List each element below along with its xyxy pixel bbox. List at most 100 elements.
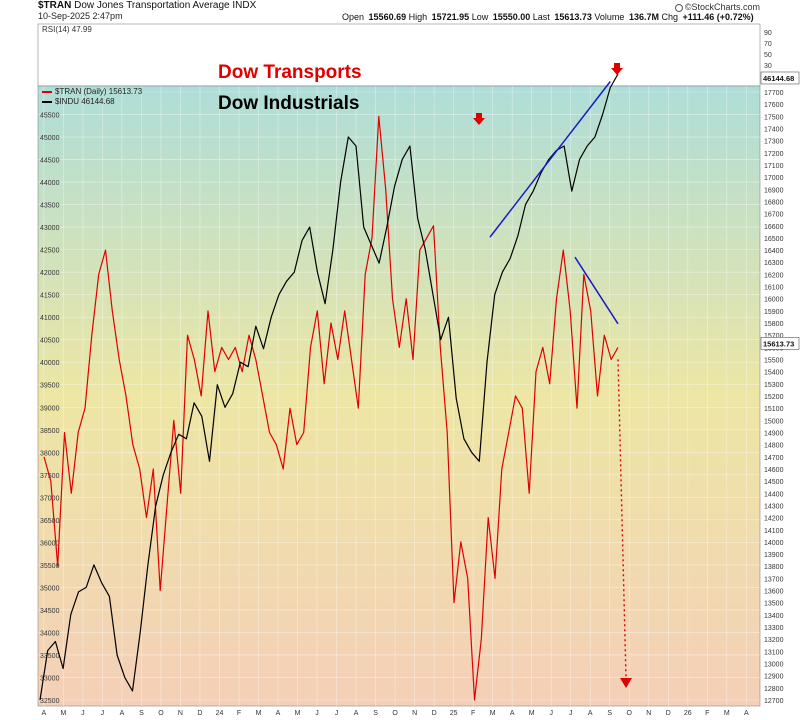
left-axis-tick-label: 33000: [40, 675, 60, 682]
projection-arrowhead: [620, 678, 632, 688]
legend-item-tran: $TRAN (Daily) 15613.73: [42, 87, 142, 97]
last-value-tag-tran: 15613.73: [763, 339, 794, 348]
x-axis-tick-label: J: [335, 710, 339, 717]
chg-label: Chg: [661, 12, 678, 22]
peak-marker-arrow-1: [473, 113, 485, 125]
legend-swatch-tran: [42, 90, 52, 93]
right-axis-tick-label: 13300: [764, 625, 784, 632]
chart-title: $TRAN Dow Jones Transportation Average I…: [38, 0, 256, 11]
rsi-tick-label: 30: [764, 63, 772, 70]
left-axis-tick-label: 44500: [40, 158, 60, 165]
right-axis-tick-label: 16700: [764, 212, 784, 219]
right-axis-tick-label: 14900: [764, 430, 784, 437]
left-axis-tick-label: 45000: [40, 135, 60, 142]
left-axis-tick-label: 41000: [40, 315, 60, 322]
x-axis-tick-label: F: [471, 710, 475, 717]
left-axis-tick-label: 43000: [40, 225, 60, 232]
x-axis-tick-label: F: [705, 710, 709, 717]
right-axis-tick-label: 17600: [764, 102, 784, 109]
open-label: Open: [342, 12, 365, 22]
left-axis-tick-label: 35500: [40, 563, 60, 570]
left-axis-tick-label: 33500: [40, 653, 60, 660]
x-axis-tick-label: M: [60, 710, 66, 717]
high-value: 15721.95: [431, 12, 470, 22]
right-axis-tick-label: 14700: [764, 455, 784, 462]
brand-text: ©StockCharts.com: [684, 2, 760, 12]
right-axis-tick-label: 14200: [764, 516, 784, 523]
rsi-tick-label: 50: [764, 52, 772, 59]
trendline-tran: [574, 256, 619, 325]
x-axis-tick-label: D: [432, 710, 437, 717]
annotation-title-industrials: Dow Industrials: [218, 93, 359, 114]
right-axis-tick-label: 17500: [764, 114, 784, 121]
projection-line: [617, 359, 627, 679]
x-axis-tick-label: J: [549, 710, 553, 717]
right-axis-tick-label: 16200: [764, 272, 784, 279]
right-axis-tick-label: 17000: [764, 175, 784, 182]
right-axis-tick-label: 16900: [764, 187, 784, 194]
left-axis-tick-label: 41500: [40, 293, 60, 300]
x-axis-tick-label: A: [744, 710, 749, 717]
right-axis-tick-label: 17200: [764, 151, 784, 158]
right-axis-tick-label: 16500: [764, 236, 784, 243]
last-label: Last: [532, 12, 550, 22]
right-axis-tick-label: 17300: [764, 139, 784, 146]
right-axis-tick-label: 15500: [764, 358, 784, 365]
right-axis-tick-label: 15100: [764, 406, 784, 413]
peak-marker-arrow-2: [611, 63, 623, 75]
x-axis-tick-label: O: [158, 710, 164, 717]
left-axis-tick-label: 40500: [40, 338, 60, 345]
legend-swatch-indu: [42, 100, 52, 103]
x-axis-tick-label: A: [510, 710, 515, 717]
right-axis-tick-label: 13900: [764, 552, 784, 559]
right-axis-tick-label: 16100: [764, 285, 784, 292]
left-axis-tick-label: 36000: [40, 540, 60, 547]
right-axis-tick-label: 15000: [764, 418, 784, 425]
right-axis-tick-label: 13000: [764, 662, 784, 669]
x-axis-tick-label: N: [412, 710, 417, 717]
left-axis-tick-label: 39500: [40, 383, 60, 390]
rsi-panel: [37, 23, 761, 87]
x-axis-tick-label: J: [101, 710, 105, 717]
annotation-title-transports: Dow Transports: [218, 62, 362, 83]
x-axis-tick-label: M: [529, 710, 535, 717]
left-axis-tick-label: 38000: [40, 450, 60, 457]
low-label: Low: [471, 12, 489, 22]
x-axis-tick-label: 24: [216, 710, 224, 717]
plot-area: [37, 85, 761, 707]
left-axis-tick-label: 44000: [40, 180, 60, 187]
right-axis-tick-label: 14000: [764, 540, 784, 547]
right-axis-tick-label: 16400: [764, 248, 784, 255]
x-axis-tick-label: D: [197, 710, 202, 717]
right-axis-tick-label: 14100: [764, 528, 784, 535]
symbol-description: Dow Jones Transportation Average INDX: [74, 0, 257, 11]
series-line-tran: [43, 115, 619, 701]
trendline-indu: [489, 81, 611, 238]
right-axis-tick-label: 12700: [764, 698, 784, 705]
brand-logo-icon: [674, 3, 683, 12]
x-axis-tick-label: O: [627, 710, 633, 717]
volume-label: Volume: [594, 12, 625, 22]
last-value: 15613.73: [554, 12, 592, 22]
legend-item-indu: $INDU 46144.68: [42, 97, 142, 107]
x-axis-tick-label: A: [276, 710, 281, 717]
right-axis-tick-label: 14400: [764, 491, 784, 498]
left-axis-tick-label: 42500: [40, 248, 60, 255]
right-axis-tick-label: 16300: [764, 260, 784, 267]
right-axis-tick-label: 13600: [764, 589, 784, 596]
open-value: 15560.69: [368, 12, 407, 22]
right-axis-tick-label: 14800: [764, 443, 784, 450]
left-axis-tick-label: 34500: [40, 608, 60, 615]
x-axis-tick-label: 26: [684, 710, 692, 717]
right-axis-tick-label: 17700: [764, 90, 784, 97]
last-value-tag-indu: 46144.68: [763, 74, 794, 83]
high-label: High: [408, 12, 428, 22]
x-axis-tick-label: J: [315, 710, 319, 717]
x-axis-tick-label: J: [569, 710, 573, 717]
right-axis-tick-label: 13800: [764, 564, 784, 571]
legend-label-indu: $INDU 46144.68: [55, 97, 115, 106]
right-axis-tick-label: 13100: [764, 649, 784, 656]
last-value-tag-tran-box: [760, 337, 800, 350]
low-value: 15550.00: [492, 12, 531, 22]
